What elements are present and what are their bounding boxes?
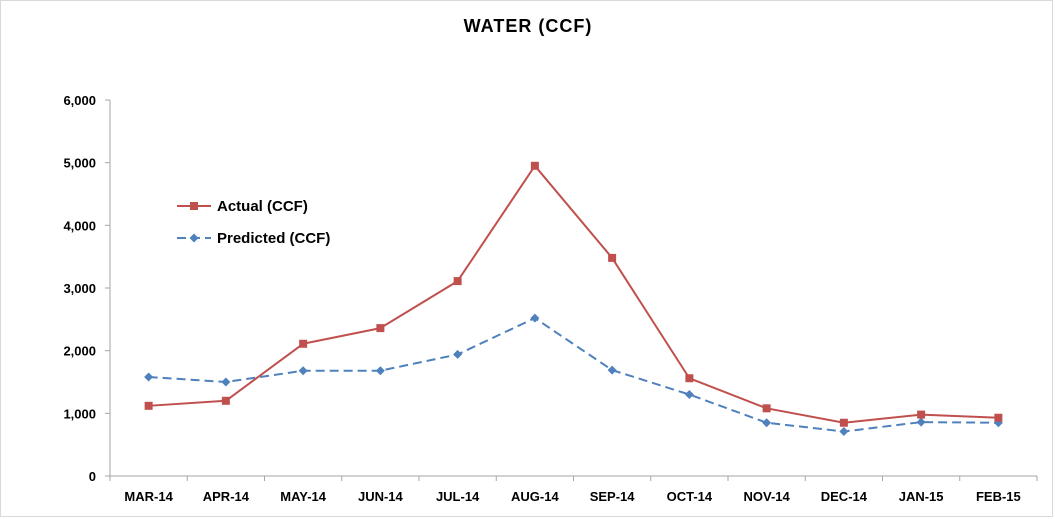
data-point — [530, 161, 539, 170]
x-tick-label: MAY-14 — [280, 489, 327, 504]
data-point — [608, 253, 617, 262]
x-tick-label: FEB-15 — [976, 489, 1021, 504]
legend: Actual (CCF) Predicted (CCF) — [177, 198, 330, 247]
data-point — [453, 349, 463, 359]
series-actual — [144, 161, 1003, 427]
y-tick-label: 0 — [89, 469, 96, 484]
x-tick-label: SEP-14 — [590, 489, 636, 504]
y-tick-label: 3,000 — [63, 281, 96, 296]
series-layer — [144, 161, 1003, 437]
data-point — [916, 417, 926, 427]
x-tick-label: JAN-15 — [899, 489, 944, 504]
series-line — [148, 317, 999, 433]
data-point — [221, 377, 231, 387]
x-tick-label: JUN-14 — [358, 489, 404, 504]
legend-item: Actual (CCF) — [177, 198, 308, 215]
x-tick-label: DEC-14 — [821, 489, 868, 504]
y-tick-label: 6,000 — [63, 93, 96, 108]
legend-label: Predicted (CCF) — [217, 230, 330, 247]
data-point — [298, 366, 308, 376]
data-point — [607, 365, 617, 375]
x-tick-label: APR-14 — [203, 489, 250, 504]
data-point — [144, 372, 154, 382]
data-point — [762, 418, 772, 428]
data-point — [530, 313, 540, 323]
data-point — [762, 404, 771, 413]
data-point — [685, 374, 694, 383]
data-point — [917, 410, 926, 419]
legend-marker — [189, 233, 199, 243]
x-tick-label: NOV-14 — [744, 489, 791, 504]
y-tick-label: 5,000 — [63, 156, 96, 171]
data-point — [221, 396, 230, 405]
axes: 0 1,000 2,000 3,000 4,000 5,000 6,000 MAR-14 APR… — [63, 93, 1038, 504]
y-tick-label: 2,000 — [63, 344, 96, 359]
chart-title: WATER (CCF) — [464, 16, 593, 36]
x-tick-label: JUL-14 — [436, 489, 480, 504]
data-point — [375, 366, 385, 376]
x-tick-label: OCT-14 — [667, 489, 713, 504]
x-tick-label: AUG-14 — [511, 489, 559, 504]
y-tick-label: 4,000 — [63, 218, 96, 233]
legend-marker — [190, 202, 198, 210]
x-tick-label: MAR-14 — [124, 489, 173, 504]
legend-item: Predicted (CCF) — [177, 230, 330, 247]
series-line — [148, 164, 999, 424]
data-point — [376, 324, 385, 333]
data-point — [994, 413, 1003, 422]
data-point — [839, 427, 849, 437]
series-predicted — [144, 313, 1003, 437]
data-point — [453, 277, 462, 286]
y-tick-label: 1,000 — [63, 406, 96, 421]
data-point — [839, 418, 848, 427]
data-point — [684, 390, 694, 400]
data-point — [144, 401, 153, 410]
legend-label: Actual (CCF) — [217, 198, 308, 215]
data-point — [299, 339, 308, 348]
